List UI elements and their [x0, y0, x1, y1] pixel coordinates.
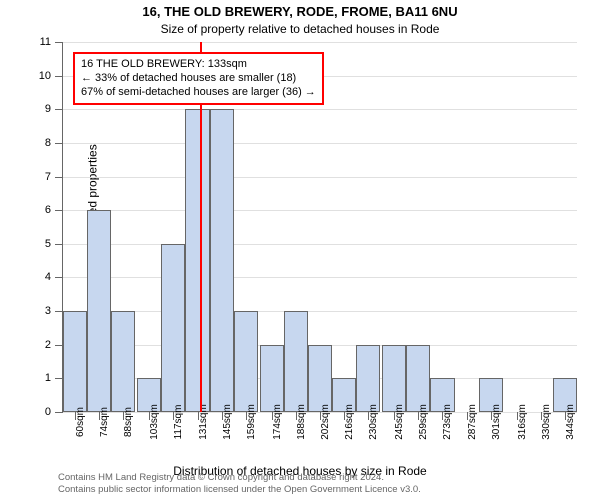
y-tick [55, 210, 63, 211]
y-tick-label: 0 [45, 406, 51, 418]
x-tick-label: 117sqm [173, 405, 184, 440]
y-tick-label: 3 [45, 305, 51, 317]
footer-line-1: Contains HM Land Registry data © Crown c… [58, 472, 421, 484]
bar [185, 109, 209, 412]
footer-line-2: Contains public sector information licen… [58, 484, 421, 496]
x-tick-label: 74sqm [99, 407, 110, 437]
bar [260, 345, 284, 412]
bar [356, 345, 380, 412]
bar [87, 210, 111, 412]
y-tick-label: 9 [45, 103, 51, 115]
y-tick-label: 2 [45, 339, 51, 351]
y-tick [55, 277, 63, 278]
x-tick-label: 60sqm [75, 407, 86, 437]
x-tick-label: 316sqm [517, 404, 528, 440]
y-tick-label: 5 [45, 238, 51, 250]
y-tick-label: 8 [45, 137, 51, 149]
x-tick-label: 159sqm [246, 404, 257, 440]
info-box: 16 THE OLD BREWERY: 133sqm← 33% of detac… [73, 52, 324, 105]
x-tick-label: 245sqm [394, 404, 405, 440]
bar [284, 311, 308, 412]
x-tick-label: 202sqm [320, 404, 331, 440]
x-tick-label: 344sqm [565, 404, 576, 440]
y-tick [55, 177, 63, 178]
gridline [63, 244, 577, 245]
y-tick-label: 1 [45, 372, 51, 384]
x-tick-label: 145sqm [222, 404, 233, 440]
y-tick [55, 412, 63, 413]
gridline [63, 143, 577, 144]
gridline [63, 311, 577, 312]
info-box-line: 16 THE OLD BREWERY: 133sqm [81, 58, 316, 72]
y-tick [55, 378, 63, 379]
y-tick-label: 4 [45, 271, 51, 283]
info-box-line: ← 33% of detached houses are smaller (18… [81, 72, 316, 86]
y-tick-label: 11 [40, 36, 51, 48]
x-tick-label: 330sqm [541, 404, 552, 440]
bar [234, 311, 258, 412]
gridline [63, 109, 577, 110]
x-tick-label: 287sqm [467, 404, 478, 440]
x-tick-label: 188sqm [296, 404, 307, 440]
y-tick [55, 143, 63, 144]
y-tick [55, 244, 63, 245]
plot-area: 0123456789101160sqm74sqm88sqm103sqm117sq… [62, 42, 577, 413]
gridline [63, 277, 577, 278]
chart-title-secondary: Size of property relative to detached ho… [0, 22, 600, 36]
y-tick [55, 109, 63, 110]
bar [63, 311, 87, 412]
info-box-line: 67% of semi-detached houses are larger (… [81, 86, 316, 100]
x-tick-label: 301sqm [491, 404, 502, 440]
y-tick [55, 42, 63, 43]
y-tick [55, 345, 63, 346]
x-tick-label: 174sqm [272, 404, 283, 440]
y-tick [55, 76, 63, 77]
bar [161, 244, 185, 412]
gridline [63, 42, 577, 43]
x-tick-label: 88sqm [123, 407, 134, 437]
y-tick-label: 10 [39, 70, 51, 82]
gridline [63, 177, 577, 178]
chart-title-primary: 16, THE OLD BREWERY, RODE, FROME, BA11 6… [0, 4, 600, 19]
gridline [63, 210, 577, 211]
x-tick-label: 259sqm [418, 404, 429, 440]
bar [406, 345, 430, 412]
x-tick-label: 273sqm [442, 404, 453, 440]
y-tick-label: 7 [45, 171, 51, 183]
x-tick-label: 216sqm [344, 404, 355, 440]
bar [308, 345, 332, 412]
y-tick-label: 6 [45, 204, 51, 216]
x-tick-label: 230sqm [368, 404, 379, 440]
x-tick-label: 103sqm [149, 404, 160, 440]
bar [382, 345, 406, 412]
y-tick [55, 311, 63, 312]
bar [111, 311, 135, 412]
footer-attribution: Contains HM Land Registry data © Crown c… [58, 472, 421, 496]
bar [210, 109, 234, 412]
chart-container: 16, THE OLD BREWERY, RODE, FROME, BA11 6… [0, 0, 600, 500]
